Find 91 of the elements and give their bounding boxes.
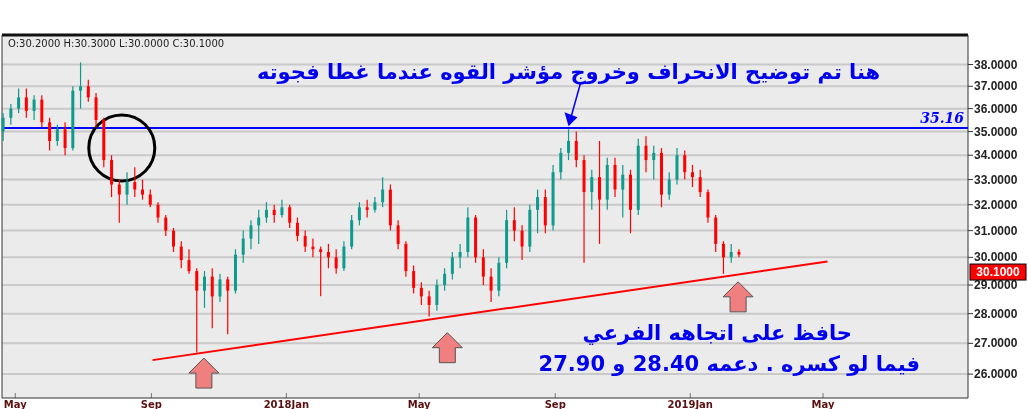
candlestick [334,248,338,275]
candlestick [396,219,400,250]
candlestick [435,278,439,312]
candlestick [412,264,416,295]
candlestick [319,245,323,297]
candlestick [264,201,268,224]
candlestick [667,171,671,201]
candlestick [280,199,284,219]
candlestick [644,135,648,173]
candlestick [443,267,447,292]
y-tick-label: 33.0000 [974,172,1018,187]
candlestick [203,270,206,309]
candlestick [17,87,21,114]
candlestick [567,128,571,161]
candlestick [698,169,702,198]
y-tick-label: 36.0000 [974,101,1018,116]
candlestick [489,267,493,303]
candlestick [86,79,90,103]
candlestick [218,273,222,303]
candlestick [652,145,656,181]
candlestick [559,147,563,181]
candlestick [690,164,694,188]
candlestick [133,166,137,198]
candlestick [288,204,292,229]
candlestick [9,103,13,126]
candlestick [326,243,330,269]
candlestick [94,92,98,128]
candlestick [481,248,485,286]
y-tick-label: 31.0000 [974,223,1018,238]
candlestick [32,94,36,121]
candlestick [257,209,261,245]
candlestick [63,121,67,156]
candlestick [233,248,237,295]
candlestick [590,169,594,211]
candlestick [125,171,129,206]
candlestick [187,248,191,275]
y-tick-label: 30.0000 [974,250,1018,265]
candlestick [683,149,687,181]
candlestick [249,219,253,250]
candlestick [536,188,540,234]
y-tick-label: 26.0000 [974,367,1018,382]
candlestick [179,240,183,269]
candlestick [419,281,423,306]
ref-line-label: 35.16 [920,109,965,126]
candlestick [195,267,199,354]
candlestick [342,240,346,272]
y-tick-label: 37.0000 [974,79,1018,94]
candlestick [629,169,633,234]
candlestick [241,230,245,264]
candlestick [1,112,5,142]
y-tick-label: 29.0000 [974,278,1018,293]
annotation: هنا تم توضيح الانحراف وخروج مؤشر القوه عندما غطا فجوته [256,60,881,85]
candlestick [512,206,516,242]
candlestick [226,276,230,335]
candlestick [458,243,462,269]
candlestick [55,124,59,147]
annotation: فيما لو كسره . دعمه 28.40 و 27.90 [538,352,920,376]
candlestick [79,61,83,110]
y-tick-label: 32.0000 [974,197,1018,212]
candlestick [598,140,602,245]
candlestick [357,201,361,226]
candlestick [48,117,52,152]
candlestick [659,147,663,208]
candlestick [721,240,725,275]
text: 30.1000 [976,265,1021,280]
candlestick [164,214,168,237]
annotation: O:30.2000 H:30.3000 L:30.0000 C:30.1000 [8,38,225,49]
candlestick [156,201,160,224]
candlestick [729,243,733,264]
candlestick [621,164,625,219]
candlestick [272,204,276,224]
candlestick [737,248,741,258]
y-tick-label: 38.0000 [974,57,1018,72]
candlestick [295,216,299,242]
candlestick [450,251,454,281]
y-tick-label: 27.0000 [974,336,1018,351]
candlestick [210,267,214,329]
candlestick [303,230,307,253]
candlestick [520,224,524,261]
y-tick-label: 35.0000 [974,124,1018,139]
y-tick-label: 28.0000 [974,306,1018,321]
candlestick [24,87,28,119]
candlestick [427,290,431,318]
candlestick [574,131,578,168]
candlestick [141,179,145,201]
candlestick [381,176,385,208]
candlestick [40,94,44,128]
candlestick [117,179,121,224]
y-tick-label: 34.0000 [974,148,1018,163]
candlestick [172,227,176,253]
annotation: حافظ على اتجاهه الفرعي [582,321,852,345]
